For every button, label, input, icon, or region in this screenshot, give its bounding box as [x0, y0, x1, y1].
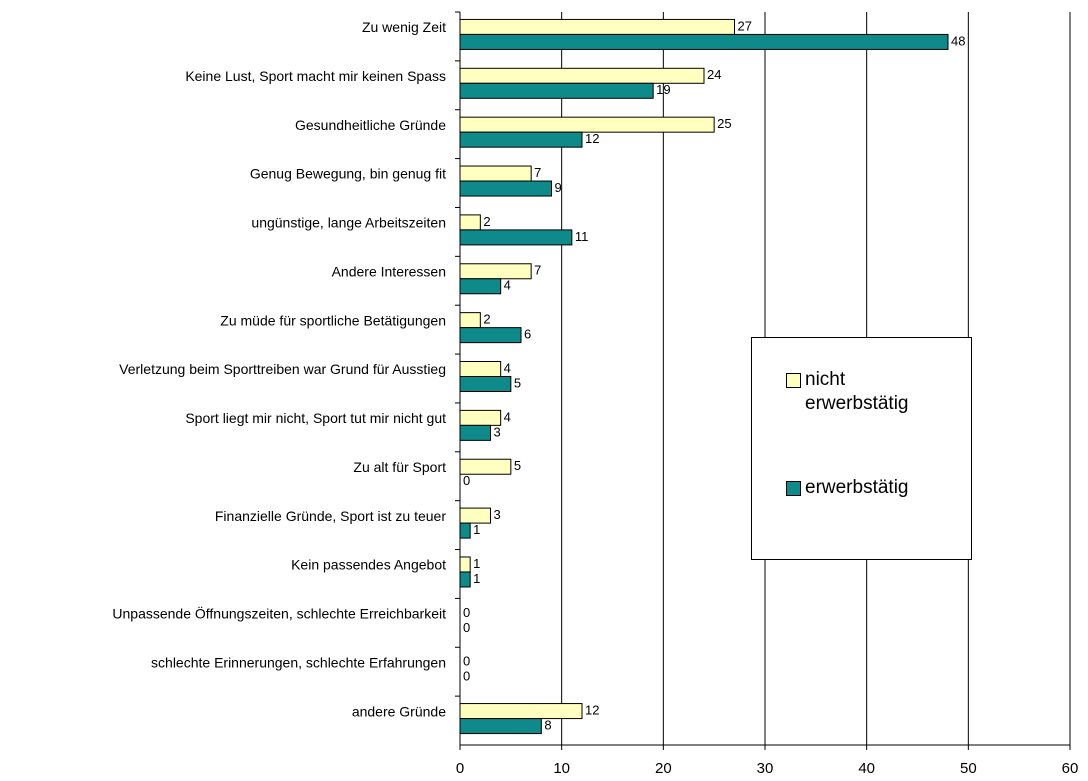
data-label: 6	[524, 327, 531, 342]
data-label: 9	[555, 180, 562, 195]
y-tick-label: Gesundheitliche Gründe	[295, 117, 446, 133]
bar	[459, 556, 471, 573]
y-tick-label: Unpassende Öffnungszeiten, schlechte Err…	[112, 605, 446, 622]
bar	[459, 18, 735, 35]
bar	[459, 116, 715, 133]
y-tick-label: Zu alt für Sport	[353, 459, 446, 475]
bar	[459, 458, 512, 475]
data-label: 12	[585, 703, 599, 718]
data-label: 19	[656, 82, 670, 97]
data-label: 25	[717, 116, 731, 131]
legend: nicht erwerbstätig erwerbstätig	[751, 337, 972, 560]
x-tick-label: 40	[858, 760, 875, 777]
data-label: 12	[585, 131, 599, 146]
legend-item: erwerbstätig	[786, 476, 945, 500]
bar	[459, 327, 522, 344]
y-tick-label: Kein passendes Angebot	[291, 557, 446, 573]
data-label: 1	[473, 571, 480, 586]
data-label: 4	[504, 409, 511, 424]
x-tick-label: 30	[757, 760, 774, 777]
data-label: 1	[473, 522, 480, 537]
bar	[459, 214, 481, 231]
bar	[459, 263, 532, 280]
data-label: 7	[534, 263, 541, 278]
y-tick-label: Zu wenig Zeit	[362, 19, 446, 35]
y-tick-label: schlechte Erinnerungen, schlechte Erfahr…	[151, 654, 446, 670]
data-label: 0	[463, 669, 470, 684]
data-label: 0	[463, 605, 470, 620]
bar	[459, 409, 502, 426]
data-label: 3	[494, 424, 501, 439]
legend-swatch	[786, 481, 801, 496]
bar	[459, 33, 949, 50]
data-label: 5	[514, 458, 521, 473]
data-label: 4	[504, 278, 511, 293]
bar	[459, 507, 491, 524]
x-tick-label: 20	[655, 760, 672, 777]
bar	[459, 180, 552, 197]
data-label: 0	[463, 473, 470, 488]
y-tick-label: Finanzielle Gründe, Sport ist zu teuer	[215, 508, 446, 524]
y-tick-label: Keine Lust, Sport macht mir keinen Spass	[185, 68, 446, 84]
y-tick-label: Sport liegt mir nicht, Sport tut mir nic…	[185, 410, 446, 426]
legend-label: nicht erwerbstätig	[805, 369, 909, 414]
bar	[459, 165, 532, 182]
data-label: 24	[707, 67, 721, 82]
bar	[459, 522, 471, 539]
data-label: 0	[463, 654, 470, 669]
y-tick-label: Andere Interessen	[332, 263, 446, 279]
bar	[459, 67, 705, 84]
data-label: 7	[534, 165, 541, 180]
data-label: 0	[463, 620, 470, 635]
bar	[459, 312, 481, 329]
y-tick-label: Zu müde für sportliche Betätigungen	[220, 312, 446, 328]
bar	[459, 361, 502, 377]
x-tick-label: 10	[553, 760, 570, 777]
data-label: 11	[575, 229, 589, 244]
data-label: 5	[514, 375, 521, 390]
legend-label: erwerbstätig	[805, 477, 909, 498]
bar	[459, 718, 542, 735]
data-label: 4	[504, 360, 511, 375]
y-tick-label: Verletzung beim Sporttreiben war Grund f…	[119, 361, 446, 377]
legend-swatch	[786, 373, 801, 388]
data-label: 1	[473, 556, 480, 571]
data-label: 8	[544, 718, 551, 733]
bar	[459, 229, 573, 246]
y-tick-label: Genug Bewegung, bin genug fit	[250, 166, 446, 182]
y-tick-label: andere Gründe	[352, 703, 446, 719]
data-label: 2	[483, 214, 490, 229]
legend-item: nicht erwerbstätig	[786, 368, 945, 416]
data-label: 48	[951, 33, 965, 48]
x-tick-label: 0	[456, 760, 464, 777]
x-tick-label: 60	[1062, 760, 1079, 777]
data-label: 27	[738, 18, 752, 33]
y-tick-label: ungünstige, lange Arbeitszeiten	[251, 215, 446, 231]
bar	[459, 278, 502, 295]
bar	[459, 131, 583, 148]
bar	[459, 82, 654, 99]
data-label: 2	[483, 312, 490, 327]
bar	[459, 376, 512, 392]
bar	[459, 424, 491, 441]
bar	[459, 703, 583, 720]
x-tick-label: 50	[960, 760, 977, 777]
bar	[459, 571, 471, 588]
data-label: 3	[494, 507, 501, 522]
